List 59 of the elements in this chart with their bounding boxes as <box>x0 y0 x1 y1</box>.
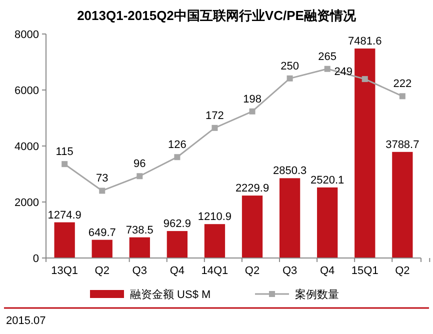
x-tick-label: Q3 <box>282 265 298 277</box>
y-tick-label: 6000 <box>14 85 39 97</box>
data-label: 7481.6 <box>348 36 382 48</box>
data-label: 126 <box>168 139 186 152</box>
bar <box>92 240 112 258</box>
y-tick-label: 8000 <box>14 29 39 41</box>
data-label: 1274.9 <box>48 209 82 222</box>
x-tick-label: Q3 <box>132 265 147 277</box>
data-label: 3788.7 <box>386 138 420 151</box>
x-tick-label: Q2 <box>94 265 110 277</box>
x-tick-label: Q4 <box>320 265 335 277</box>
point <box>249 108 256 114</box>
data-label: 73 <box>96 172 108 185</box>
chart-title: 2013Q1-2015Q2中国互联网行业VC/PE融资情况 <box>77 8 357 23</box>
point <box>99 188 106 194</box>
bar <box>242 196 263 258</box>
data-label: 249 <box>334 66 353 78</box>
x-tick-label: 14Q1 <box>201 265 228 277</box>
bar <box>279 178 300 258</box>
point <box>399 93 406 100</box>
legend-label: 融资金额 US$ M <box>130 288 211 301</box>
data-label: 1210.9 <box>198 211 232 224</box>
data-label: 115 <box>56 146 74 158</box>
bar <box>317 187 338 258</box>
point <box>136 173 143 180</box>
data-label: 962.9 <box>163 218 191 230</box>
data-label: 222 <box>393 78 412 90</box>
x-tick-label: Q4 <box>170 265 185 277</box>
x-tick-label: Q2 <box>244 265 260 277</box>
point <box>286 75 293 82</box>
y-tick-label: 0 <box>32 253 39 265</box>
point <box>174 154 180 160</box>
data-label: 649.7 <box>88 226 116 239</box>
x-tick-label: 15Q1 <box>351 265 378 277</box>
bar <box>204 224 226 258</box>
y-tick-label: 4000 <box>14 141 39 153</box>
bar <box>166 231 188 258</box>
bar <box>129 237 150 258</box>
data-label: 2229.9 <box>235 182 270 195</box>
bar <box>354 48 376 258</box>
point <box>62 161 68 168</box>
data-label: 2850.3 <box>272 165 307 178</box>
bar <box>54 222 75 258</box>
data-label: 250 <box>280 60 299 72</box>
bar <box>392 152 413 258</box>
data-label: 198 <box>243 93 262 106</box>
data-label: 2520.1 <box>310 174 344 186</box>
legend-label: 案例数量 <box>295 288 339 301</box>
x-tick-label: Q2 <box>395 265 410 277</box>
text: 2015.07 <box>6 315 46 327</box>
point <box>324 66 330 72</box>
x-tick-label: 13Q1 <box>51 265 78 277</box>
data-label: 738.5 <box>126 224 154 236</box>
data-label: 265 <box>318 50 337 63</box>
data-label: 96 <box>134 158 146 170</box>
point <box>212 124 218 131</box>
point <box>362 76 368 82</box>
y-tick-label: 2000 <box>14 197 39 209</box>
data-label: 172 <box>206 110 224 122</box>
